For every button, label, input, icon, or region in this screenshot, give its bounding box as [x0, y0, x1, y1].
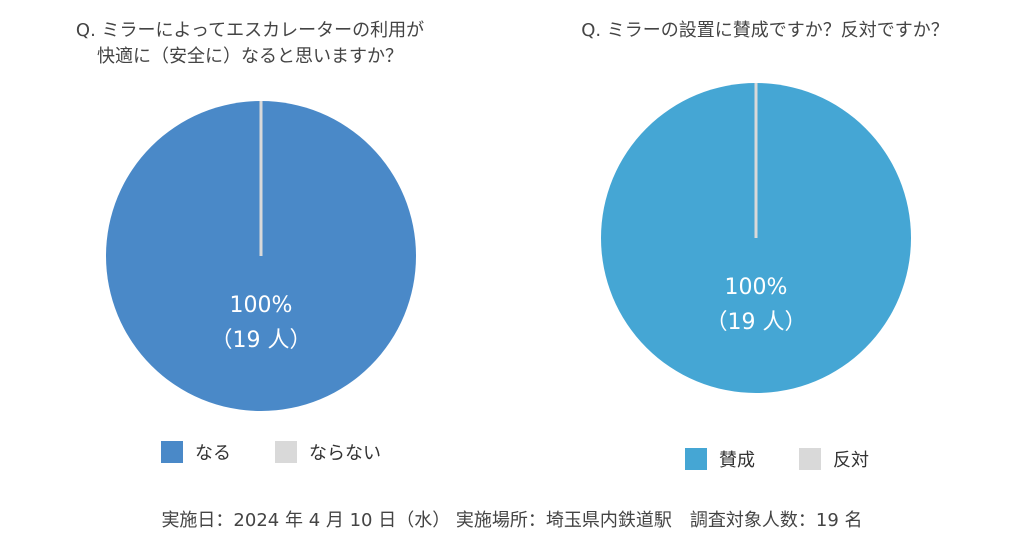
legend-swatch-hantai: [799, 448, 821, 470]
legend-swatch-naranai: [275, 441, 297, 463]
legend-item-naranai: ならない: [275, 439, 381, 465]
pie-right-count-label: （19 人）: [706, 310, 807, 335]
pie-chart-left: 100% （19 人）: [106, 101, 416, 411]
legend-item-sansei: 賛成: [685, 446, 755, 472]
legend-label-hantai: 反対: [833, 450, 869, 471]
chart-title-left: Q. ミラーによってエスカレーターの利用が 快適に（安全に）なると思いますか？: [30, 18, 470, 70]
chart-title-left-line-2: 快適に（安全に）なると思いますか？: [97, 46, 403, 67]
legend-item-naru: なる: [161, 439, 231, 465]
legend-swatch-sansei: [685, 448, 707, 470]
pie-chart-right: 100% （19 人）: [601, 83, 911, 393]
legend-left: なる ならない: [161, 439, 381, 465]
chart-title-right: Q. ミラーの設置に賛成ですか？反対ですか？: [530, 18, 1000, 44]
legend-swatch-naru: [161, 441, 183, 463]
chart-title-right-line-1: Q. ミラーの設置に賛成ですか？反対ですか？: [581, 20, 949, 41]
pie-left-count-label: （19 人）: [211, 328, 312, 353]
legend-label-naranai: ならない: [309, 443, 381, 464]
legend-label-sansei: 賛成: [719, 450, 755, 471]
legend-item-hantai: 反対: [799, 446, 869, 472]
chart-title-left-line-1: Q. ミラーによってエスカレーターの利用が: [75, 20, 425, 41]
survey-footer-note: 実施日：2024 年 4 月 10 日（水） 実施場所：埼玉県内鉄道駅 調査対象…: [161, 510, 863, 531]
legend-label-naru: なる: [195, 443, 231, 464]
legend-right: 賛成 反対: [685, 446, 869, 472]
pie-right-percent-label: 100%: [725, 275, 788, 300]
pie-left-percent-label: 100%: [230, 293, 293, 318]
